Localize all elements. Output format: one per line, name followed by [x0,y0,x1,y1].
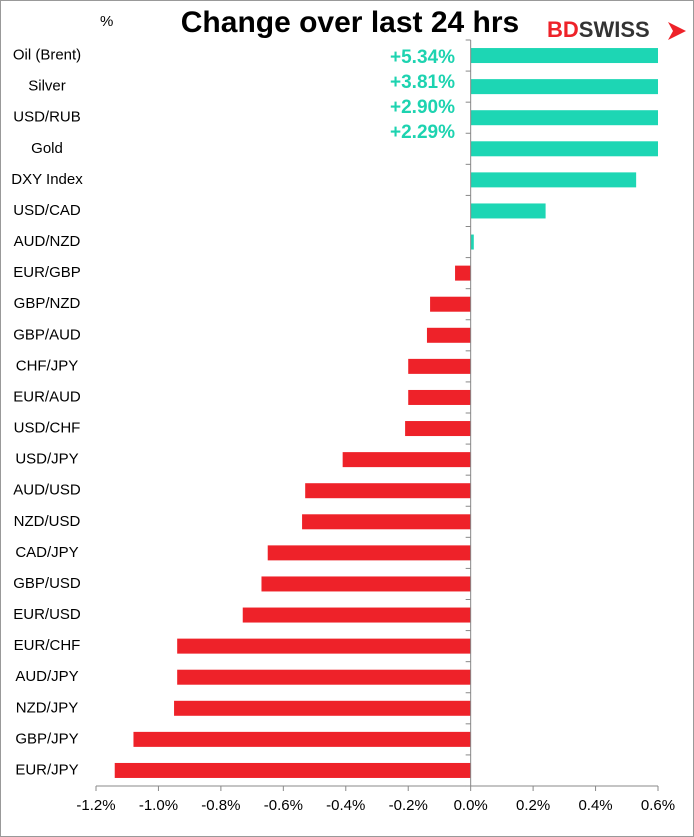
category-label: CHF/JPY [16,357,79,374]
bar [302,514,471,530]
bar [114,762,471,778]
x-tick-label: -1.2% [76,797,115,814]
category-label: AUD/NZD [14,233,81,250]
category-label: DXY Index [11,171,83,188]
bar [261,576,471,592]
category-label: EUR/USD [13,606,81,623]
chart-title: Change over last 24 hrs [181,6,519,39]
category-label: EUR/AUD [13,388,81,405]
bar [177,638,471,654]
logo-first: BD [547,17,579,42]
bar [405,421,471,437]
bar [305,483,471,499]
x-tick-label: -0.2% [389,797,428,814]
x-tick-label: -0.4% [326,797,365,814]
bar [470,234,474,250]
bar [470,79,658,95]
bars [114,48,658,778]
category-label: USD/CHF [14,420,81,437]
bar [470,141,658,157]
logo-second: SWISS [579,17,650,42]
x-tick-label: 0.4% [578,797,612,814]
category-label: NZD/USD [14,513,81,530]
bar [177,669,471,685]
category-label: EUR/JPY [15,761,78,778]
bar [470,172,637,188]
x-tick-label: -0.8% [201,797,240,814]
value-label: +2.29% [390,122,455,143]
bar [470,203,546,219]
unit-label: % [100,13,113,30]
category-label: USD/JPY [15,451,78,468]
bar [430,296,471,312]
bar [470,48,658,64]
category-label: NZD/JPY [16,699,79,716]
bar [426,327,471,343]
category-label: AUD/USD [13,482,81,499]
value-label: +2.90% [390,97,455,118]
category-label: GBP/AUD [13,326,81,343]
x-tick-label: -1.0% [139,797,178,814]
bar [455,265,471,281]
category-label: GBP/NZD [14,295,81,312]
bar [408,389,471,405]
category-label: EUR/CHF [14,637,81,654]
category-label: EUR/GBP [13,264,81,281]
logo-arrow [668,22,686,40]
bar [267,545,471,561]
category-label: USD/RUB [13,109,81,126]
category-label: CAD/JPY [15,544,78,561]
logo: BDSWISS [547,17,650,42]
category-label: AUD/JPY [15,668,78,685]
value-label: +5.34% [390,47,455,68]
category-label: USD/CAD [13,202,81,219]
category-label: Oil (Brent) [13,47,81,64]
category-label: GBP/USD [13,575,81,592]
x-tick-label: 0.6% [641,797,675,814]
x-tick-label: -0.6% [264,797,303,814]
bar [470,110,658,126]
bar [174,700,471,716]
bar [342,452,471,468]
category-label: Silver [28,78,66,95]
category-label: GBP/JPY [15,730,78,747]
bar [133,731,471,747]
value-label: +3.81% [390,72,455,93]
x-tick-label: 0.2% [516,797,550,814]
x-tick-label: 0.0% [454,797,488,814]
bar [242,607,471,623]
bar [408,358,471,374]
category-label: Gold [31,140,63,157]
